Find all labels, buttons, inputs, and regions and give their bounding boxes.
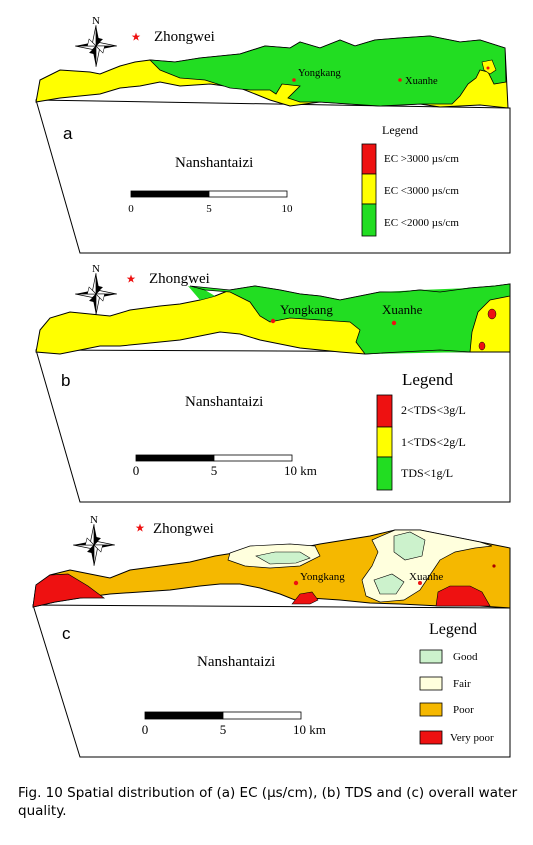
site-label-yongkang: Yongkang	[280, 302, 333, 317]
scale-bar-white	[222, 711, 302, 720]
scale-tick-0: 0	[133, 463, 140, 478]
legend-swatch-red	[376, 394, 393, 428]
zone-red-b	[487, 308, 497, 320]
zone-verypoor-c-1	[32, 573, 106, 608]
red-dot-icon	[398, 78, 402, 82]
site-label-xuanhe: Xuanhe	[409, 571, 443, 583]
scale-tick-5: 5	[220, 722, 227, 737]
legend-label: Poor	[453, 704, 474, 716]
north-arrow-icon	[74, 24, 118, 68]
red-dot-icon	[492, 564, 496, 568]
legend-swatch-yellow	[361, 173, 377, 205]
zone-green-a	[148, 35, 507, 107]
north-label: N	[92, 15, 100, 27]
scale-bar-black	[135, 454, 215, 462]
scale-tick-10: 10 km	[293, 722, 326, 737]
site-label-yongkang: Yongkang	[300, 571, 345, 583]
legend-label: Fair	[453, 678, 471, 690]
panel-label: c	[62, 624, 71, 643]
legend-label: Good	[453, 651, 478, 663]
legend-label: Very poor	[450, 732, 494, 744]
legend-label: EC <2000 µs/cm	[384, 217, 459, 229]
legend-swatch-red	[361, 143, 377, 175]
scale-tick-5: 5	[206, 203, 212, 215]
map-panel-b: N Zhongwei Yongkang Xuanhe b Nanshantaiz…	[35, 263, 511, 503]
scale-bar-black	[130, 190, 210, 198]
legend-swatch-good	[419, 649, 443, 664]
city-label: Zhongwei	[154, 29, 215, 45]
red-dot-icon	[418, 581, 422, 585]
map-panel-c: N Zhongwei Yongkang Xuanhe c Nanshantaiz…	[32, 514, 511, 758]
red-star-icon	[135, 523, 145, 532]
legend-title: Legend	[382, 123, 418, 137]
legend-swatch-poor	[419, 702, 443, 717]
legend-label: TDS<1g/L	[401, 466, 453, 480]
figure-caption: Fig. 10 Spatial distribution of (a) EC (…	[18, 785, 518, 819]
scale-tick-10: 10 km	[284, 463, 317, 478]
legend-label: 1<TDS<2g/L	[401, 435, 466, 449]
study-area-outline	[35, 99, 511, 254]
zone-verypoor-c-3	[435, 585, 491, 607]
zone-good-c-3	[373, 573, 405, 595]
site-label-xuanhe: Xuanhe	[382, 302, 423, 317]
zone-good-c-2	[393, 531, 426, 561]
scale-tick-0: 0	[128, 203, 134, 215]
red-dot-icon	[391, 320, 397, 326]
legend-label: 2<TDS<3g/L	[401, 403, 466, 417]
legend-title: Legend	[402, 370, 453, 389]
red-dot-icon	[293, 580, 299, 586]
zone-good-c-1	[255, 551, 311, 565]
scale-tick-0: 0	[142, 722, 149, 737]
site-label-xuanhe: Xuanhe	[405, 76, 438, 87]
scale-bar-white	[208, 190, 288, 198]
north-arrow-icon	[72, 523, 116, 567]
legend-c: Legend Good Fair Poor Very poor	[419, 621, 494, 745]
panel-label: a	[63, 124, 73, 143]
legend-title: Legend	[429, 621, 477, 638]
legend-swatch-yellow	[376, 426, 393, 458]
red-star-icon	[126, 274, 136, 283]
city-label: Zhongwei	[153, 521, 214, 537]
red-dot-icon	[292, 78, 296, 82]
red-dot-icon	[486, 66, 490, 70]
scale-bar-white	[213, 454, 293, 462]
north-arrow-icon	[74, 272, 118, 316]
region-label: Nanshantaizi	[175, 155, 253, 171]
legend-label: EC <3000 µs/cm	[384, 185, 459, 197]
zone-red-b	[478, 341, 486, 351]
zone-verypoor-c-2	[291, 591, 319, 605]
north-label: N	[92, 263, 100, 275]
scale-bar-black	[144, 711, 224, 720]
panel-label: b	[61, 371, 70, 390]
scale-tick-5: 5	[211, 463, 218, 478]
red-dot-icon	[270, 318, 276, 324]
region-label: Nanshantaizi	[197, 654, 275, 670]
scale-tick-10: 10	[282, 203, 294, 215]
site-label-yongkang: Yongkang	[298, 68, 341, 79]
region-label: Nanshantaizi	[185, 394, 263, 410]
map-panel-a: N Zhongwei Yongkang Xuanhe a Nanshantaiz…	[35, 15, 511, 254]
legend-swatch-very-poor	[419, 730, 443, 745]
legend-swatch-fair	[419, 676, 443, 691]
legend-label: EC >3000 µs/cm	[384, 153, 459, 165]
legend-a: Legend EC >3000 µs/cm EC <3000 µs/cm EC …	[361, 123, 459, 237]
legend-b: Legend 2<TDS<3g/L 1<TDS<2g/L TDS<1g/L	[376, 370, 466, 491]
legend-swatch-green	[376, 456, 393, 491]
legend-swatch-green	[361, 203, 377, 237]
red-star-icon	[131, 32, 141, 41]
zone-green-b-main	[189, 283, 511, 355]
city-label: Zhongwei	[149, 271, 210, 287]
north-label: N	[90, 514, 98, 526]
